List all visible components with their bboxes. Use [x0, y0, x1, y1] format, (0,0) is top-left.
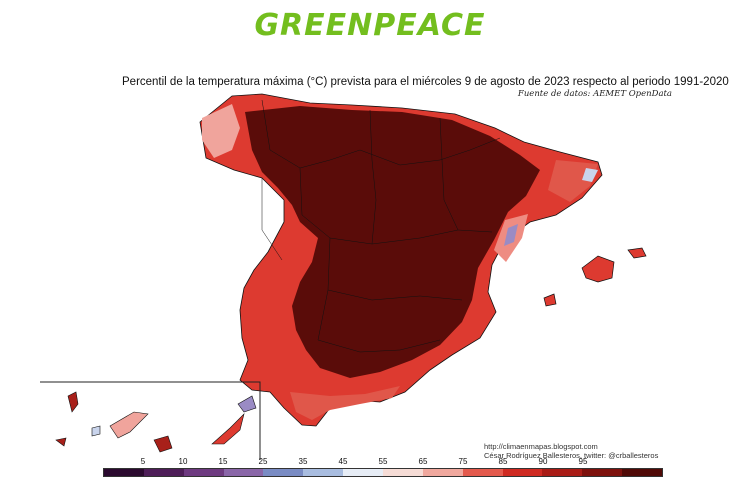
legend-tick-label: 90	[538, 457, 548, 466]
legend-swatch	[383, 469, 423, 476]
canary-islands	[55, 391, 257, 453]
legend-swatch	[104, 469, 144, 476]
la-palma	[67, 391, 79, 413]
fuerteventura	[211, 413, 245, 445]
legend-swatch	[223, 469, 264, 476]
gran-canaria	[153, 435, 173, 453]
mallorca	[581, 255, 615, 283]
legend-swatch	[462, 469, 503, 476]
cool-spot-valencia	[504, 224, 518, 246]
credit-author: César Rodríguez Ballesteros, twitter: @c…	[484, 451, 659, 460]
legend-swatch	[582, 469, 623, 476]
legend-tick-label: 65	[418, 457, 428, 466]
canary-inset-frame	[40, 381, 261, 460]
legend-swatch	[143, 469, 184, 476]
color-legend: 5 10 15 25 35 45 55 65 75 85 90 95	[103, 457, 663, 483]
legend-tick-label: 55	[378, 457, 388, 466]
credit-url: http://climaenmapas.blogspot.com	[484, 442, 598, 451]
legend-tick-label: 45	[338, 457, 348, 466]
legend-swatch	[542, 469, 583, 476]
interior-hot-zone	[245, 106, 540, 378]
legend-tick-label: 35	[298, 457, 308, 466]
andalusia-coast	[290, 386, 400, 420]
el-hierro	[55, 437, 67, 447]
legend-swatch	[183, 469, 224, 476]
legend-tick-label: 75	[458, 457, 468, 466]
legend-tick-label: 95	[578, 457, 588, 466]
legend-color-bar	[103, 468, 663, 477]
legend-swatch	[422, 469, 463, 476]
legend-swatch	[303, 469, 344, 476]
legend-swatch	[343, 469, 384, 476]
map-title: Percentil de la temperatura máxima (°C) …	[122, 76, 729, 88]
tenerife	[109, 411, 149, 439]
greenpeace-logo: GREENPEACE	[254, 8, 486, 43]
la-gomera	[91, 425, 101, 437]
legend-tick-label: 25	[258, 457, 268, 466]
legend-tick-label: 10	[178, 457, 188, 466]
lanzarote	[237, 395, 257, 413]
legend-tick-label: 85	[498, 457, 508, 466]
legend-tick-label: 15	[218, 457, 228, 466]
menorca	[627, 247, 647, 259]
cool-spot-catalonia	[582, 168, 598, 182]
galicia-coast	[202, 104, 240, 158]
ibiza	[543, 293, 557, 307]
legend-tick-label: 5	[140, 457, 146, 466]
region-borders	[261, 99, 501, 353]
legend-swatch	[502, 469, 543, 476]
legend-swatch	[622, 469, 663, 476]
legend-swatch	[263, 469, 304, 476]
data-source: Fuente de datos: AEMET OpenData	[517, 89, 672, 99]
